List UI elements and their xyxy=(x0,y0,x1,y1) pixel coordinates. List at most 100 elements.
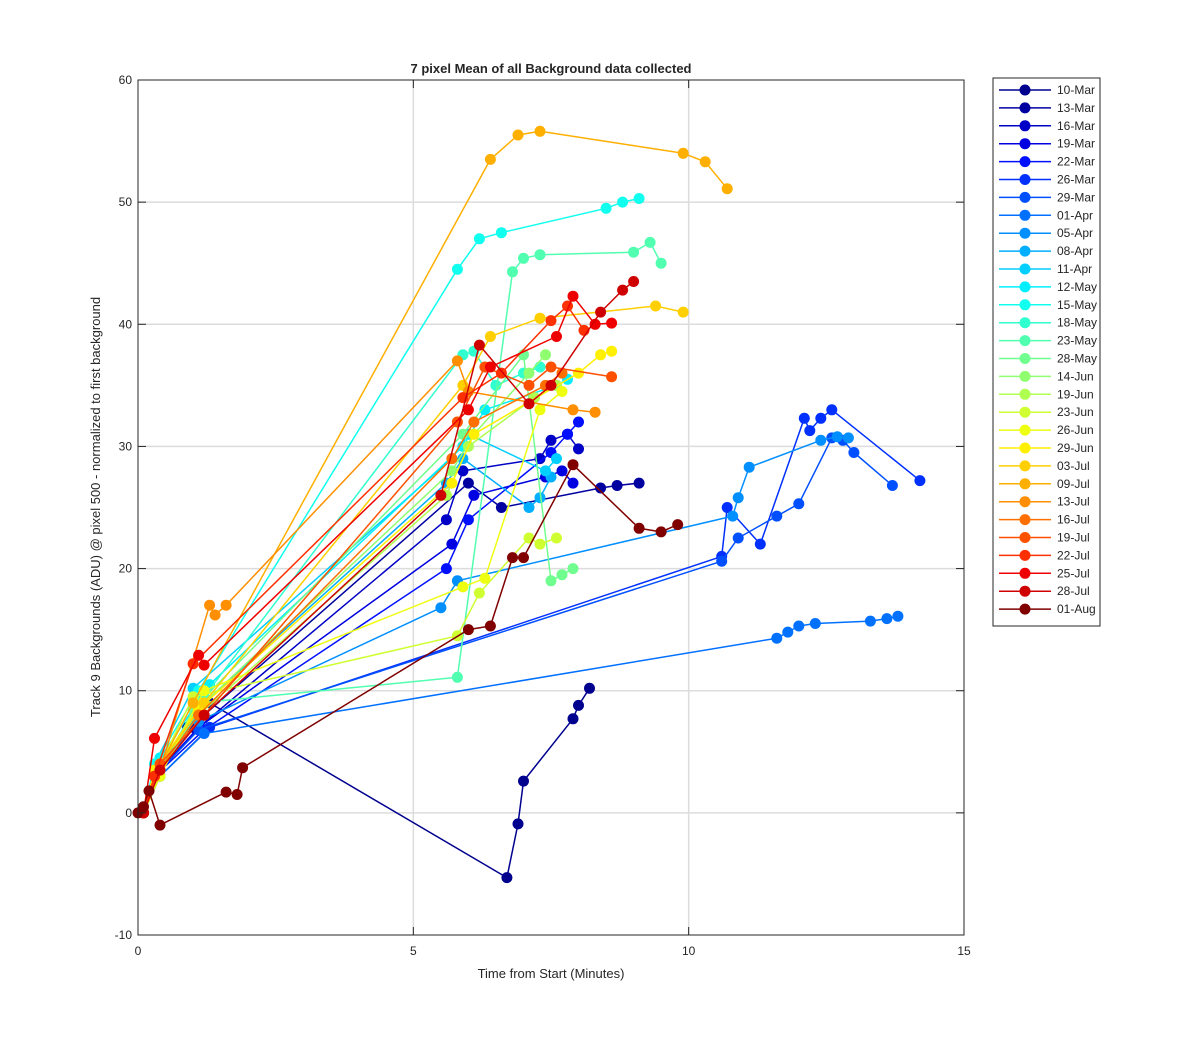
legend-label: 12-May xyxy=(1057,280,1097,294)
legend-swatch-marker xyxy=(1019,191,1031,203)
data-point xyxy=(446,477,458,489)
data-point xyxy=(457,465,469,477)
data-point xyxy=(446,538,458,550)
legend-swatch-marker xyxy=(1019,209,1031,221)
series-25-Jul xyxy=(138,290,618,819)
data-point xyxy=(440,563,452,575)
data-point xyxy=(650,300,662,312)
data-point xyxy=(699,156,711,168)
data-point xyxy=(209,609,221,621)
data-point xyxy=(864,615,876,627)
legend-swatch-marker xyxy=(1019,84,1031,96)
data-point xyxy=(567,477,579,489)
data-point xyxy=(545,315,557,327)
legend-label: 09-Jul xyxy=(1057,477,1090,491)
data-point xyxy=(732,492,744,504)
data-point xyxy=(523,502,535,513)
legend-entry: 22-Mar xyxy=(999,155,1095,169)
data-point xyxy=(556,569,568,581)
data-point xyxy=(501,872,513,884)
legend-swatch-marker xyxy=(1019,245,1031,257)
legend-label: 15-May xyxy=(1057,298,1097,312)
data-point xyxy=(556,367,568,379)
data-point xyxy=(611,480,623,491)
data-point xyxy=(595,482,607,494)
data-point xyxy=(721,183,733,195)
data-point xyxy=(831,431,843,443)
data-point xyxy=(573,443,584,455)
data-point xyxy=(727,510,739,522)
legend-label: 25-Jul xyxy=(1057,566,1090,580)
legend-label: 13-Mar xyxy=(1057,101,1095,115)
data-point xyxy=(914,475,926,487)
data-point xyxy=(198,728,210,739)
legend: 10-Mar 13-Mar 16-Mar 19-Mar 22-Mar 26-Mar 29-M… xyxy=(992,77,1101,627)
x-tick-label: 5 xyxy=(410,944,417,958)
legend-label: 18-May xyxy=(1057,316,1097,330)
data-point xyxy=(589,406,601,418)
legend-label: 19-Jun xyxy=(1057,387,1094,401)
data-point xyxy=(484,361,496,373)
data-point xyxy=(518,552,529,564)
data-point xyxy=(573,416,584,428)
data-point xyxy=(231,789,243,800)
legend-entry: 25-Jul xyxy=(999,566,1090,580)
data-point xyxy=(198,709,210,721)
legend-label: 03-Jul xyxy=(1057,459,1090,473)
data-point xyxy=(495,367,507,379)
data-point xyxy=(815,412,827,424)
legend-label: 19-Jul xyxy=(1057,531,1090,545)
x-tick-label: 0 xyxy=(135,944,142,958)
legend-label: 28-May xyxy=(1057,352,1097,366)
y-tick-label: 30 xyxy=(119,439,133,453)
data-point xyxy=(523,367,535,379)
data-point xyxy=(193,649,205,661)
data-point xyxy=(556,386,568,397)
data-point xyxy=(551,532,562,544)
legend-label: 01-Apr xyxy=(1057,208,1093,222)
data-point xyxy=(589,318,601,330)
data-point xyxy=(540,465,551,477)
y-axis-title: Track 9 Backgrounds (ADU) @ pixel 500 - … xyxy=(88,297,103,717)
data-point xyxy=(573,699,584,711)
legend-label: 08-Apr xyxy=(1057,244,1093,258)
legend-label: 23-May xyxy=(1057,334,1097,348)
data-point xyxy=(743,461,755,473)
legend-entry: 14-Jun xyxy=(999,369,1094,383)
legend-entry: 16-Mar xyxy=(999,119,1095,133)
data-point xyxy=(534,453,546,465)
data-point xyxy=(545,361,557,373)
series-layer xyxy=(132,125,926,884)
legend-entry: 18-May xyxy=(999,316,1097,330)
data-point xyxy=(440,514,452,526)
legend-entry: 13-Mar xyxy=(999,101,1095,115)
data-point xyxy=(633,477,645,489)
data-point xyxy=(721,502,733,513)
legend-swatch-marker xyxy=(1019,549,1031,561)
legend-swatch-marker xyxy=(1019,442,1031,454)
legend-label: 13-Jul xyxy=(1057,495,1090,509)
data-point xyxy=(567,459,579,471)
legend-entry: 10-Mar xyxy=(999,83,1095,97)
legend-swatch-marker xyxy=(1019,585,1031,597)
y-tick-label: 10 xyxy=(119,684,133,698)
data-point xyxy=(512,129,524,141)
legend-entry: 09-Jul xyxy=(999,477,1090,491)
legend-entry: 22-Jul xyxy=(999,548,1090,562)
legend-swatch-marker xyxy=(1019,174,1031,185)
data-point xyxy=(495,227,507,239)
data-point xyxy=(512,818,524,830)
legend-swatch-marker xyxy=(1019,424,1031,436)
data-point xyxy=(606,345,618,357)
data-point xyxy=(518,252,529,264)
legend-label: 22-Jul xyxy=(1057,548,1090,562)
series-29-Mar xyxy=(138,432,898,819)
data-point xyxy=(484,153,496,165)
data-point xyxy=(523,532,535,544)
legend-entry: 29-Mar xyxy=(999,190,1095,204)
data-point xyxy=(798,412,810,424)
data-point xyxy=(518,775,529,787)
